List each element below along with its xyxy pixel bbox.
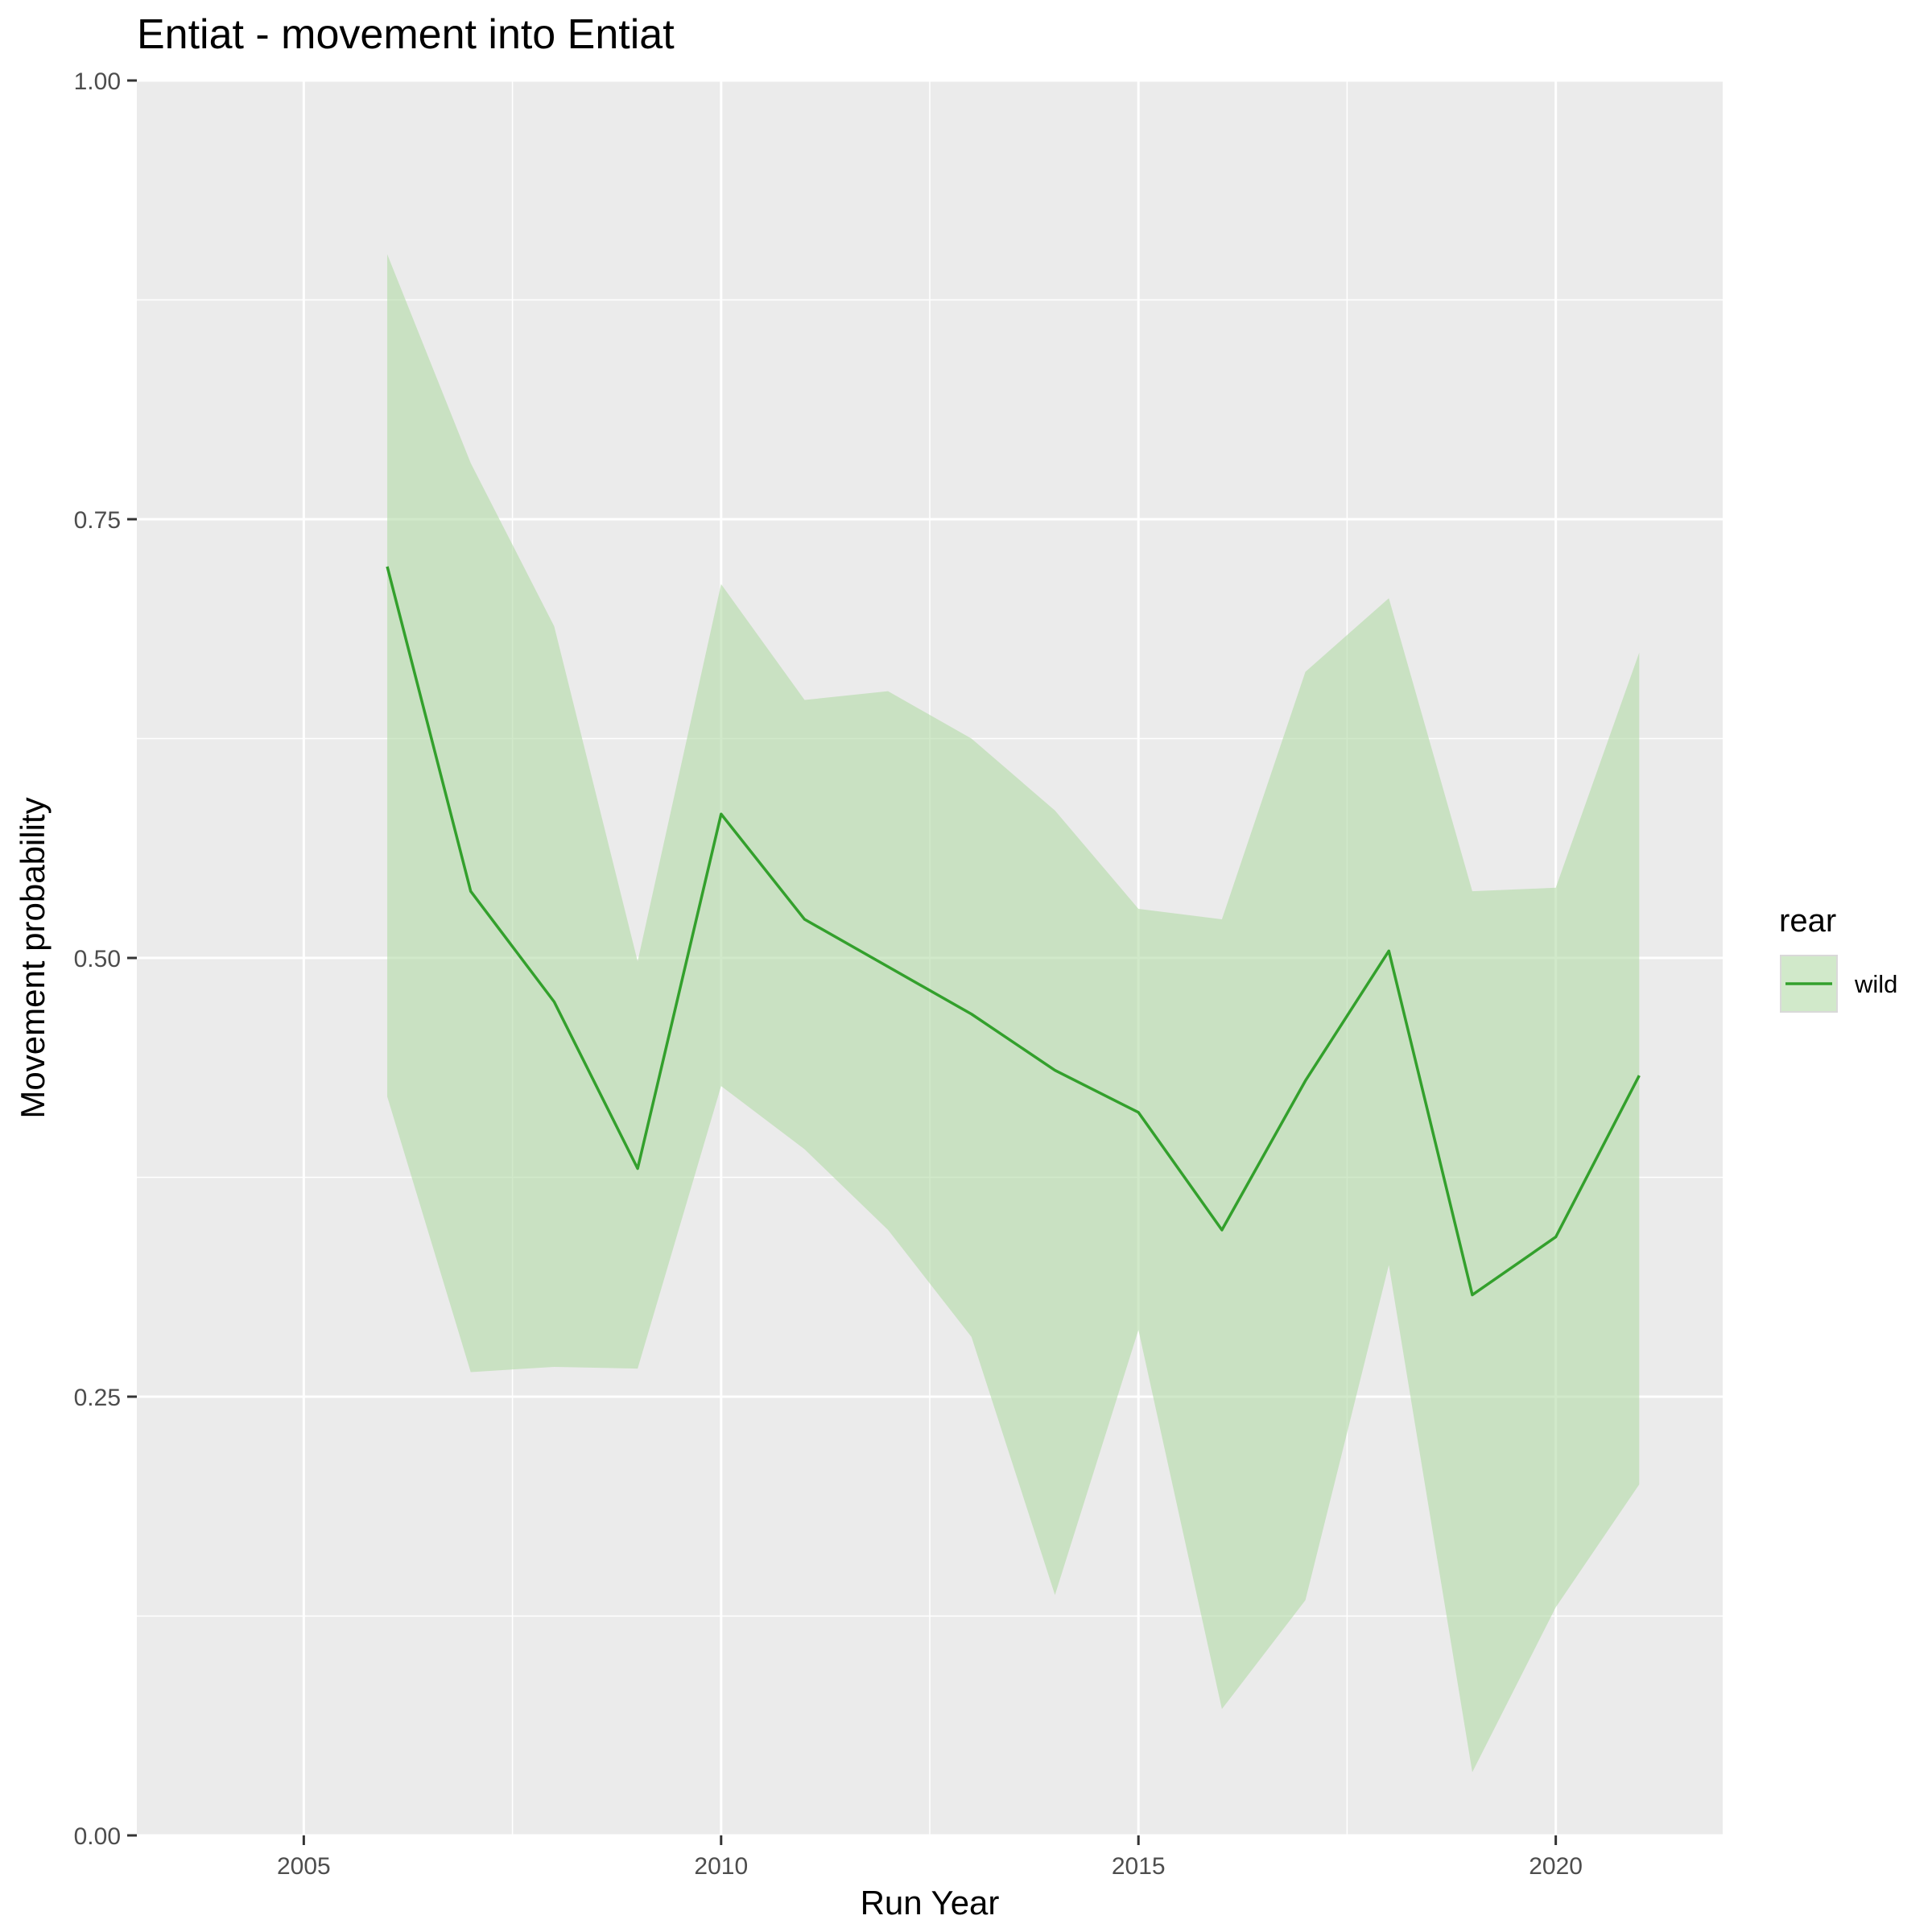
y-tick-label: 0.25: [74, 1385, 121, 1411]
confidence-ribbon-wild: [387, 254, 1640, 1773]
y-axis-ticks: 0.00 0.25 0.50 0.75 1.00: [74, 68, 137, 1850]
y-tick-label: 0.00: [74, 1823, 121, 1850]
legend-title: rear: [1779, 903, 1836, 939]
chart-title: Entiat - movement into Entiat: [137, 11, 675, 58]
legend: rear wild: [1779, 903, 1897, 1013]
y-axis-title: Movement probability: [14, 797, 52, 1118]
y-tick-label: 1.00: [74, 68, 121, 95]
x-tick-label: 2020: [1529, 1853, 1583, 1880]
x-axis-title: Run Year: [861, 1884, 1000, 1922]
x-axis-ticks: 2005 2010 2015 2020: [277, 1835, 1583, 1880]
x-tick-label: 2010: [694, 1853, 748, 1880]
x-tick-label: 2015: [1112, 1853, 1166, 1880]
series-line-wild: [386, 566, 1641, 1297]
y-tick-label: 0.75: [74, 507, 121, 534]
y-tick-label: 0.50: [74, 946, 121, 972]
x-tick-label: 2005: [277, 1853, 331, 1880]
legend-label-wild: wild: [1854, 970, 1897, 998]
